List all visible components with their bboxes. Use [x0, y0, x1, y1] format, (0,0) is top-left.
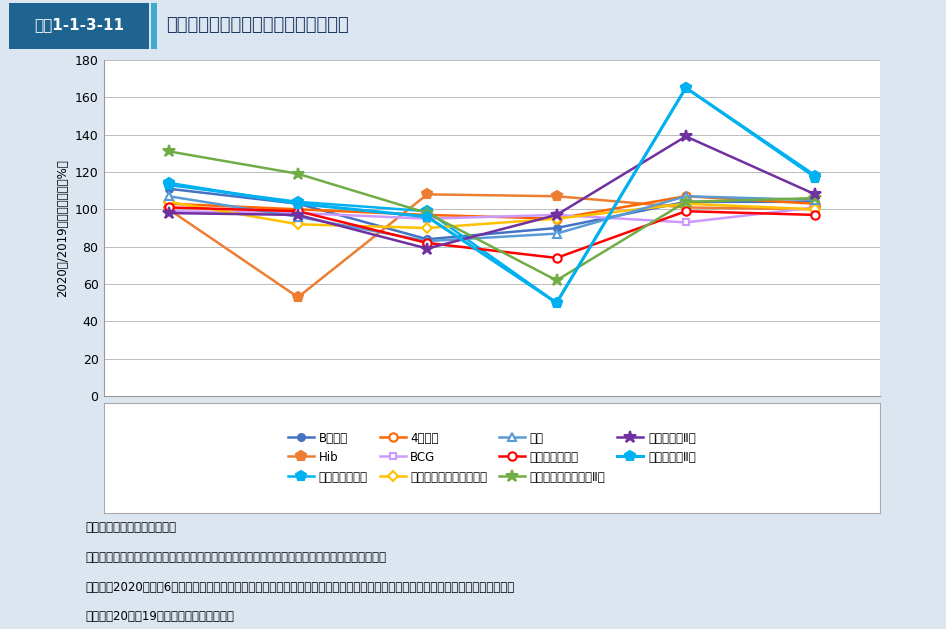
- Bar: [151, 3, 157, 49]
- Text: （注）　新型コロナウイルス感染症流行による、予防接種の実施状況への影響を把握するため、: （注） 新型コロナウイルス感染症流行による、予防接種の実施状況への影響を把握する…: [85, 551, 386, 564]
- Text: 資料：厚生労働省健康局調べ: 資料：厚生労働省健康局調べ: [85, 521, 176, 535]
- Y-axis label: 2020年/2019年の接種種数（%）: 2020年/2019年の接種種数（%）: [56, 159, 69, 297]
- Text: 2020年１～6月及び前年同月の予防接種の接種数（各市の支払実績等に基づく）について、全国の政令市に報告を依頼し、: 2020年１～6月及び前年同月の予防接種の接種数（各市の支払実績等に基づく）につ…: [85, 581, 515, 594]
- Legend: B型肝炎, Hib, 小児用肺炎球菌, 4種混合, BCG, 麻しん風しん混合　Ｉ期, 水痘, 日本脳炎　Ｉ期, 麻しん風しん混合　Ⅱ期, 日本脳炎　Ⅱ期, 二: B型肝炎, Hib, 小児用肺炎球菌, 4種混合, BCG, 麻しん風しん混合 …: [281, 425, 703, 491]
- Text: 図袅1-1-3-11: 図袅1-1-3-11: [34, 17, 125, 32]
- Text: 予防接種の実施状況（対前年同月比）: 予防接種の実施状況（対前年同月比）: [166, 16, 349, 34]
- Text: 20市中19市より回答を得たもの。: 20市中19市より回答を得たもの。: [85, 610, 234, 623]
- Bar: [9, 3, 149, 49]
